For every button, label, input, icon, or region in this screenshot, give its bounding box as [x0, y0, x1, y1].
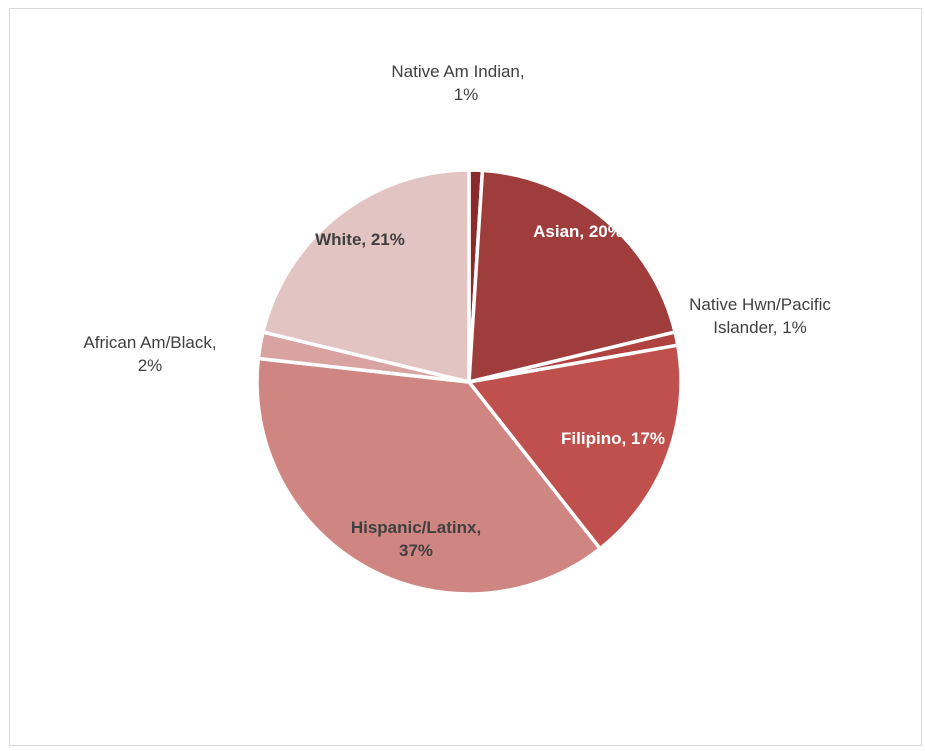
data-label-hispanic-latinx: Hispanic/Latinx, 37% [351, 518, 481, 560]
data-label-line: White, 21% [315, 230, 405, 249]
pie-slice-asian [467, 168, 677, 384]
data-label-line: African Am/Black, [83, 333, 216, 352]
data-label-filipino: Filipino, 17% [561, 429, 665, 448]
data-label-line: 1% [454, 85, 479, 104]
pie-slice-white [261, 168, 471, 384]
data-label-line: 37% [399, 541, 433, 560]
data-label-line: 2% [138, 356, 163, 375]
data-label-white: White, 21% [315, 230, 405, 249]
data-label-african-am-black: African Am/Black, 2% [83, 333, 216, 375]
pie-slices [255, 168, 683, 596]
pie-slice-filipino [467, 343, 683, 551]
pie-slice-hispanic-latinx [255, 356, 602, 596]
data-label-line: Asian, 20% [533, 222, 623, 241]
data-label-native-am-indian: Native Am Indian, 1% [391, 62, 524, 104]
data-label-line: Hispanic/Latinx, [351, 518, 481, 537]
data-label-line: Native Hwn/Pacific [689, 295, 831, 314]
data-label-line: Islander, 1% [713, 318, 807, 337]
data-label-native-hwn-pacific-islander: Native Hwn/Pacific Islander, 1% [689, 295, 831, 337]
data-label-line: Native Am Indian, [391, 62, 524, 81]
data-label-asian: Asian, 20% [533, 222, 623, 241]
data-label-line: Filipino, 17% [561, 429, 665, 448]
pie-labels: Native Am Indian, 1% Asian, 20% Native Hwn/… [83, 62, 831, 560]
